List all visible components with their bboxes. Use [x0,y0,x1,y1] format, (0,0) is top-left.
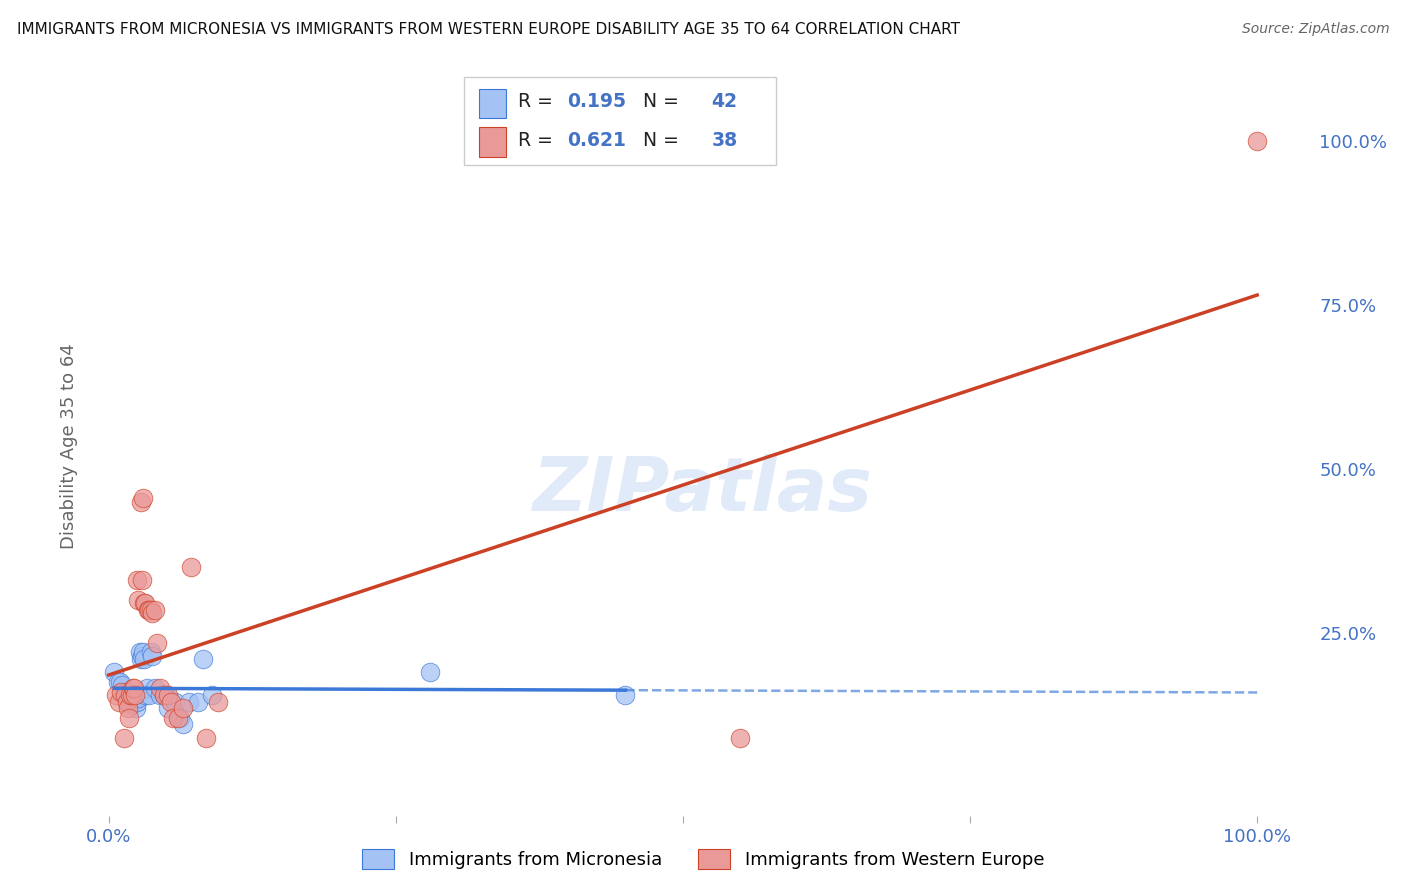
Point [201,688,224,702]
Point [107,674,129,689]
Point [103,665,125,679]
Point [131,574,153,588]
Point [134,652,156,666]
Point [169,711,191,725]
FancyBboxPatch shape [479,128,506,157]
Point [132,491,155,506]
Point [152,688,174,702]
Point [136,603,159,617]
Point [129,494,152,508]
Point [124,688,146,702]
FancyBboxPatch shape [464,78,776,165]
Text: 42: 42 [711,92,738,112]
Point [127,691,149,706]
Point [159,694,181,708]
Point [143,603,166,617]
Point [141,606,163,620]
Point [117,694,139,708]
Text: R =: R = [519,92,560,112]
Point [110,684,132,698]
Text: ZIPatlas: ZIPatlas [533,454,873,527]
Point [187,694,209,708]
Point [112,731,135,745]
Point [155,688,177,702]
Point [127,694,149,708]
Point [157,688,180,702]
Text: R =: R = [519,131,560,150]
Point [141,648,163,663]
Point [118,688,141,702]
Point [165,694,187,708]
Point [129,652,152,666]
Point [1246,134,1268,148]
Point [149,688,172,702]
Text: Source: ZipAtlas.com: Source: ZipAtlas.com [1241,22,1389,37]
Point [127,593,149,607]
Point [614,688,637,702]
Point [135,681,157,696]
Point [143,681,166,696]
Point [134,596,156,610]
Point [195,731,218,745]
Point [125,701,148,715]
Point [127,574,149,588]
Point [134,596,156,610]
Point [730,731,752,745]
Point [419,665,441,679]
Point [131,648,153,663]
Text: 0.195: 0.195 [567,92,626,112]
Point [139,603,162,617]
Point [120,688,142,702]
Point [121,688,143,702]
Text: 0.621: 0.621 [567,131,626,150]
Point [138,603,160,617]
Point [207,694,229,708]
Legend: Immigrants from Micronesia, Immigrants from Western Europe: Immigrants from Micronesia, Immigrants f… [353,839,1053,879]
Point [122,694,145,708]
Point [120,694,142,708]
Point [118,711,141,725]
Y-axis label: Disability Age 35 to 64: Disability Age 35 to 64 [59,343,77,549]
Point [122,681,145,696]
Point [117,701,139,715]
Point [152,688,174,702]
Text: IMMIGRANTS FROM MICRONESIA VS IMMIGRANTS FROM WESTERN EUROPE DISABILITY AGE 35 T: IMMIGRANTS FROM MICRONESIA VS IMMIGRANTS… [17,22,960,37]
Point [191,652,214,666]
Point [172,717,194,731]
Point [108,674,131,689]
Point [115,694,138,708]
Point [146,635,169,649]
Point [166,711,188,725]
Point [180,560,202,574]
Point [115,684,138,698]
Point [121,681,143,696]
Point [114,688,136,702]
Point [114,688,136,702]
Point [128,645,150,659]
Text: N =: N = [631,92,685,112]
Point [139,645,162,659]
FancyBboxPatch shape [479,88,506,119]
Point [177,694,200,708]
Point [111,678,134,692]
Point [124,688,146,702]
Point [149,681,172,696]
Point [157,701,180,715]
Text: N =: N = [631,131,685,150]
Point [162,711,184,725]
Text: 38: 38 [711,131,738,150]
Point [108,694,131,708]
Point [134,688,156,702]
Point [121,688,143,702]
Point [115,691,138,706]
Point [121,698,143,712]
Point [112,688,135,702]
Point [172,701,194,715]
Point [104,688,127,702]
Point [138,688,160,702]
Point [132,645,155,659]
